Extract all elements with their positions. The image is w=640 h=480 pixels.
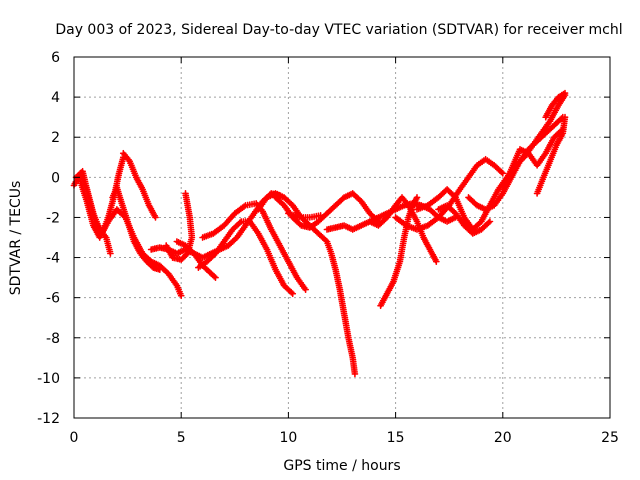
y-axis-label: SDTVAR / TECUs [8,181,24,296]
series-arc-03 [119,149,159,221]
y-tick-label: -4 [46,251,60,267]
series-arc-12 [272,190,382,231]
series-arc-10 [195,218,297,298]
series-markers [119,149,159,221]
series-arc-07 [162,190,196,263]
x-tick-label: 15 [387,430,405,446]
series-markers [109,184,164,273]
series-arc-04 [109,184,164,273]
chart-title: Day 003 of 2023, Sidereal Day-to-day VTE… [55,22,622,38]
series-markers [465,113,567,213]
y-tick-label: 2 [51,130,60,146]
x-tick-label: 25 [601,430,619,446]
plot-frame [73,56,611,419]
y-tick-label: 4 [51,90,60,106]
series-arc-05 [77,177,185,300]
series-arc-11 [255,190,359,378]
series-markers [435,202,494,237]
series-arc-21 [499,125,567,193]
series-arc-23 [542,89,569,121]
grid-layer [74,57,610,418]
y-tick-label: -6 [46,291,60,307]
x-axis-label: GPS time / hours [283,458,400,474]
x-tick-label: 10 [279,430,297,446]
y-tick-label: -2 [46,210,60,226]
series-markers [255,190,359,378]
series-arc-13 [285,210,324,221]
y-tick-label: -8 [46,331,60,347]
series-markers [542,89,569,121]
x-tick-label: 20 [494,430,512,446]
series-layer [70,89,569,378]
y-tick-label: 6 [51,50,60,66]
series-markers [195,218,297,298]
series-arc-20 [465,113,567,213]
series-markers [533,113,569,197]
y-tick-label: 0 [51,170,60,186]
x-tick-label: 5 [177,430,186,446]
series-markers [272,190,382,231]
series-markers [162,190,196,263]
series-arc-22 [533,113,569,197]
tick-layer: 0 5 10 15 20 25 -12 -10 -8 -6 -4 -2 0 2 4 6 [37,50,619,446]
series-arc-19 [435,202,494,237]
series-markers [285,210,324,221]
series-markers [499,125,567,193]
x-tick-label: 0 [70,430,79,446]
y-tick-label: -12 [37,411,60,427]
y-tick-label: -10 [37,371,60,387]
series-markers [77,177,185,300]
